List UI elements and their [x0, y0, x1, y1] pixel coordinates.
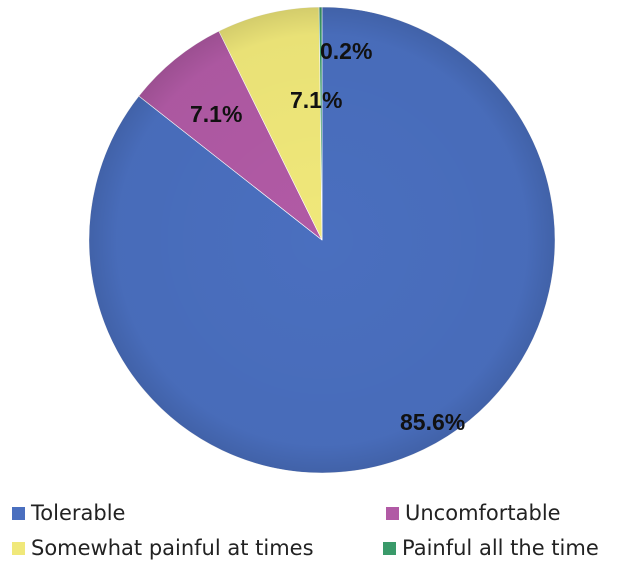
legend-label-somewhat-painful-at-times: Somewhat painful at times	[31, 536, 314, 560]
slice-labels: 85.6% 7.1% 7.1% 0.2%	[190, 38, 465, 435]
legend-label-painful-all-the-time: Painful all the time	[402, 536, 599, 560]
slice-label-tolerable: 85.6%	[400, 409, 465, 435]
pie-slices	[88, 6, 556, 474]
legend-swatch-tolerable	[12, 507, 25, 520]
legend-swatch-painful-all-the-time	[383, 542, 396, 555]
slice-label-uncomfortable: 7.1%	[190, 101, 242, 127]
legend-swatch-somewhat-painful-at-times	[12, 542, 25, 555]
legend-swatch-uncomfortable	[386, 507, 399, 520]
slice-label-painful-all-the-time: 0.2%	[320, 38, 372, 64]
legend-label-tolerable: Tolerable	[30, 501, 125, 525]
slice-label-somewhat-painful-at-times: 7.1%	[290, 87, 342, 113]
legend-label-uncomfortable: Uncomfortable	[405, 501, 561, 525]
legend: Tolerable Uncomfortable Somewhat painful a…	[12, 501, 599, 560]
